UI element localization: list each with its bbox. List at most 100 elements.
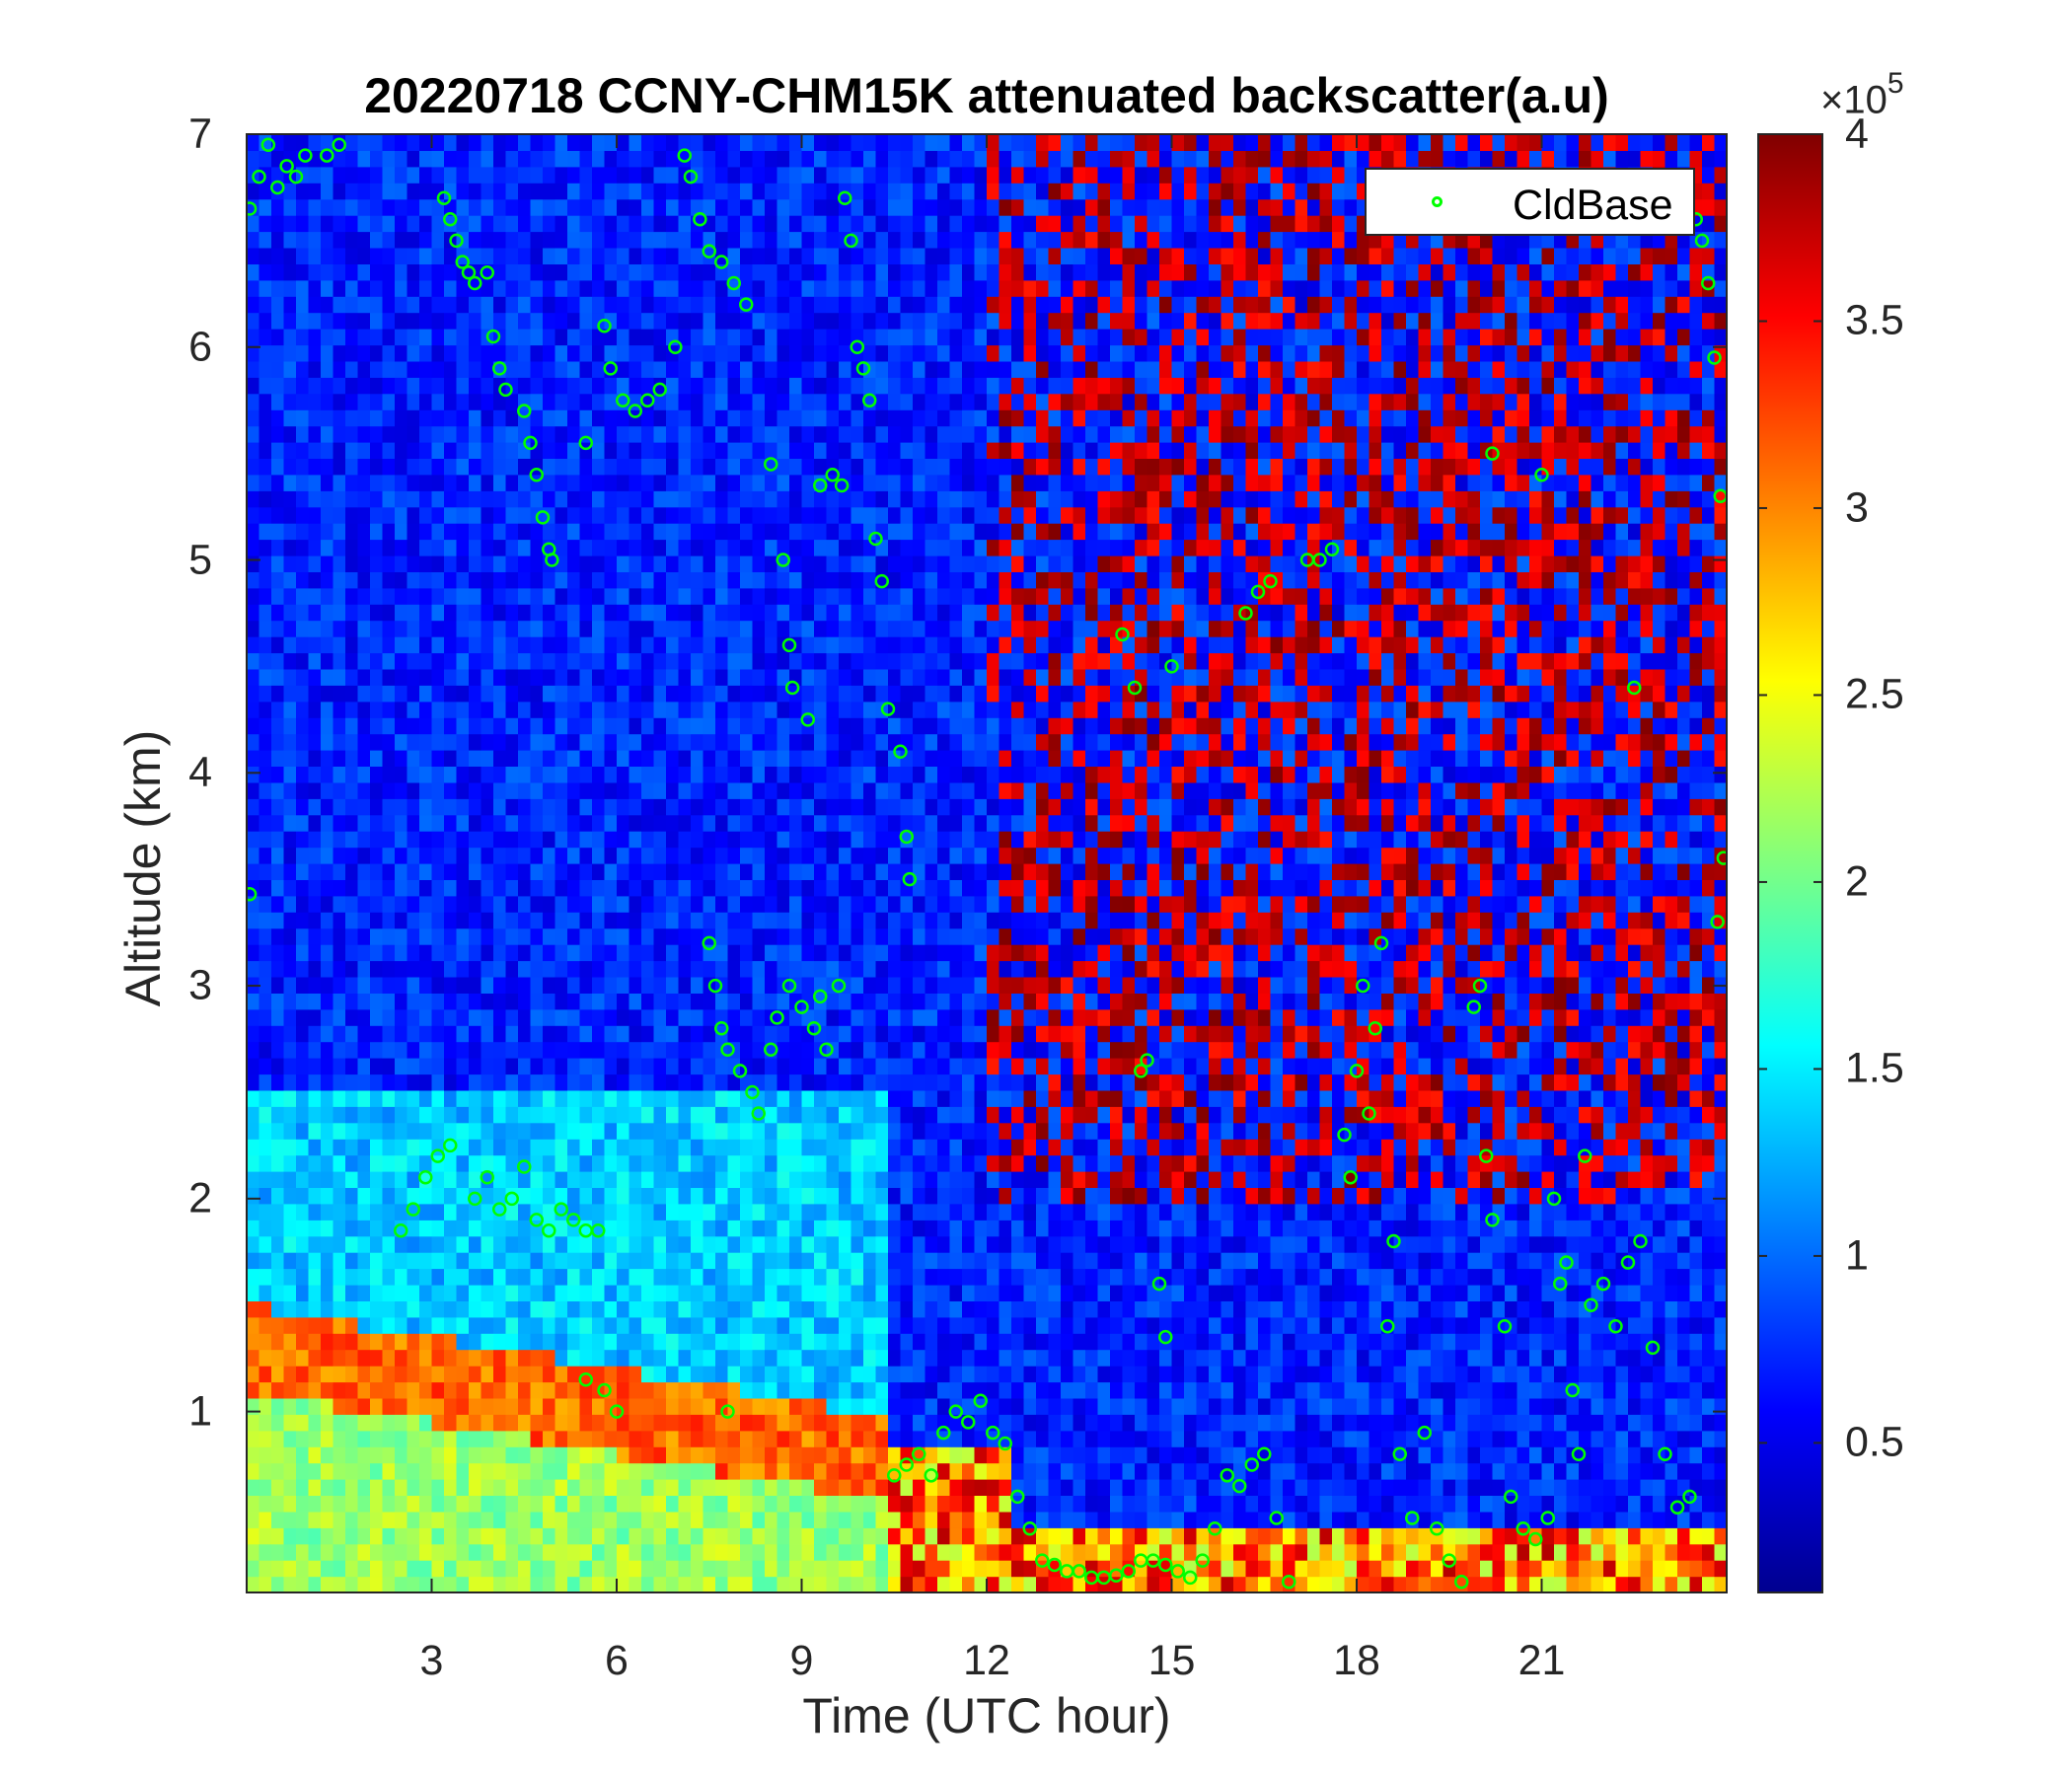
heatmap-cell [333,425,346,443]
heatmap-cell [370,1008,384,1026]
heatmap-cell [555,279,568,297]
heatmap-cell [888,1300,902,1318]
heatmap-cell [863,1041,877,1059]
heatmap-cell [271,766,285,783]
heatmap-cell [715,1089,729,1107]
heatmap-cell [715,1252,729,1270]
heatmap-cell [481,847,494,864]
heatmap-cell [666,766,680,783]
heatmap-cell [247,360,260,378]
heatmap-cell [370,1414,384,1432]
heatmap-cell [481,506,494,524]
heatmap-cell [678,198,692,216]
heatmap-cell [653,798,667,816]
heatmap-cell [444,474,458,491]
heatmap-cell [678,539,692,556]
heatmap-cell [283,652,297,670]
heatmap-cell [493,717,507,735]
heatmap-cell [296,1252,310,1270]
heatmap-cell [777,879,790,897]
heatmap-cell [370,717,384,735]
heatmap-cell [777,329,790,346]
heatmap-cell [469,442,482,459]
heatmap-cell [875,506,889,524]
heatmap-cell [913,701,926,718]
heatmap-cell [579,248,593,264]
heatmap-cell [493,1495,507,1513]
heatmap-cell [826,198,840,216]
heatmap-cell [641,1235,655,1253]
heatmap-cell [752,587,766,605]
heatmap-cell [259,1446,272,1464]
heatmap-cell [801,506,815,524]
heatmap-cell [296,409,310,427]
heatmap-cell [851,1479,864,1496]
heatmap-cell [456,863,470,880]
heatmap-cell [444,1397,458,1415]
heatmap-cell [567,1106,581,1124]
heatmap-cell [419,329,433,346]
heatmap-cell [407,329,420,346]
heatmap-cell [814,750,828,767]
heatmap-cell [801,685,815,703]
heatmap-cell [518,977,532,994]
heatmap-cell [666,781,680,799]
heatmap-cell [431,1397,445,1415]
heatmap-cell [641,344,655,362]
heatmap-cell [345,215,359,233]
heatmap-cell [875,490,889,508]
heatmap-cell [505,863,519,880]
heatmap-cell [481,183,494,200]
heatmap-cell [567,1543,581,1561]
heatmap-cell [419,1397,433,1415]
heatmap-cell [444,1462,458,1480]
heatmap-cell [765,523,778,541]
heatmap-cell [308,377,322,395]
heatmap-cell [567,198,581,216]
heatmap-cell [308,766,322,783]
heatmap-cell [604,312,618,330]
heatmap-cell [308,1397,322,1415]
heatmap-cell [592,1576,606,1592]
heatmap-cell [579,685,593,703]
heatmap-cell [925,1414,938,1432]
heatmap-cell [296,993,310,1010]
heatmap-cell [283,604,297,622]
heatmap-cell [481,555,494,572]
heatmap-cell [308,1285,322,1301]
heatmap-cell [370,1397,384,1415]
heatmap-cell [283,506,297,524]
heatmap-cell [407,781,420,799]
heatmap-cell [740,1220,754,1237]
heatmap-cell [308,863,322,880]
heatmap-cell [530,1235,544,1253]
heatmap-cell [777,1446,790,1464]
heatmap-cell [801,604,815,622]
heatmap-cell [604,134,618,151]
heatmap-cell [431,1414,445,1432]
heatmap-cell [888,927,902,945]
heatmap-cell [814,847,828,864]
heatmap-cell [419,1187,433,1205]
heatmap-cell [826,215,840,233]
heatmap-cell [703,555,716,572]
heatmap-cell [505,1220,519,1237]
heatmap-cell [789,329,803,346]
heatmap-cell [493,863,507,880]
heatmap-cell [296,458,310,476]
heatmap-cell [740,571,754,589]
heatmap-cell [888,296,902,314]
heatmap-cell [826,442,840,459]
heatmap-cell [296,781,310,799]
heatmap-cell [752,425,766,443]
heatmap-cell [678,1154,692,1172]
heatmap-cell [765,1187,778,1205]
heatmap-cell [247,587,260,605]
heatmap-cell [839,1285,852,1301]
heatmap-cell [543,701,556,718]
heatmap-cell [900,409,914,427]
heatmap-cell [505,1008,519,1026]
heatmap-cell [567,442,581,459]
heatmap-cell [863,944,877,962]
heatmap-cell [913,1366,926,1383]
